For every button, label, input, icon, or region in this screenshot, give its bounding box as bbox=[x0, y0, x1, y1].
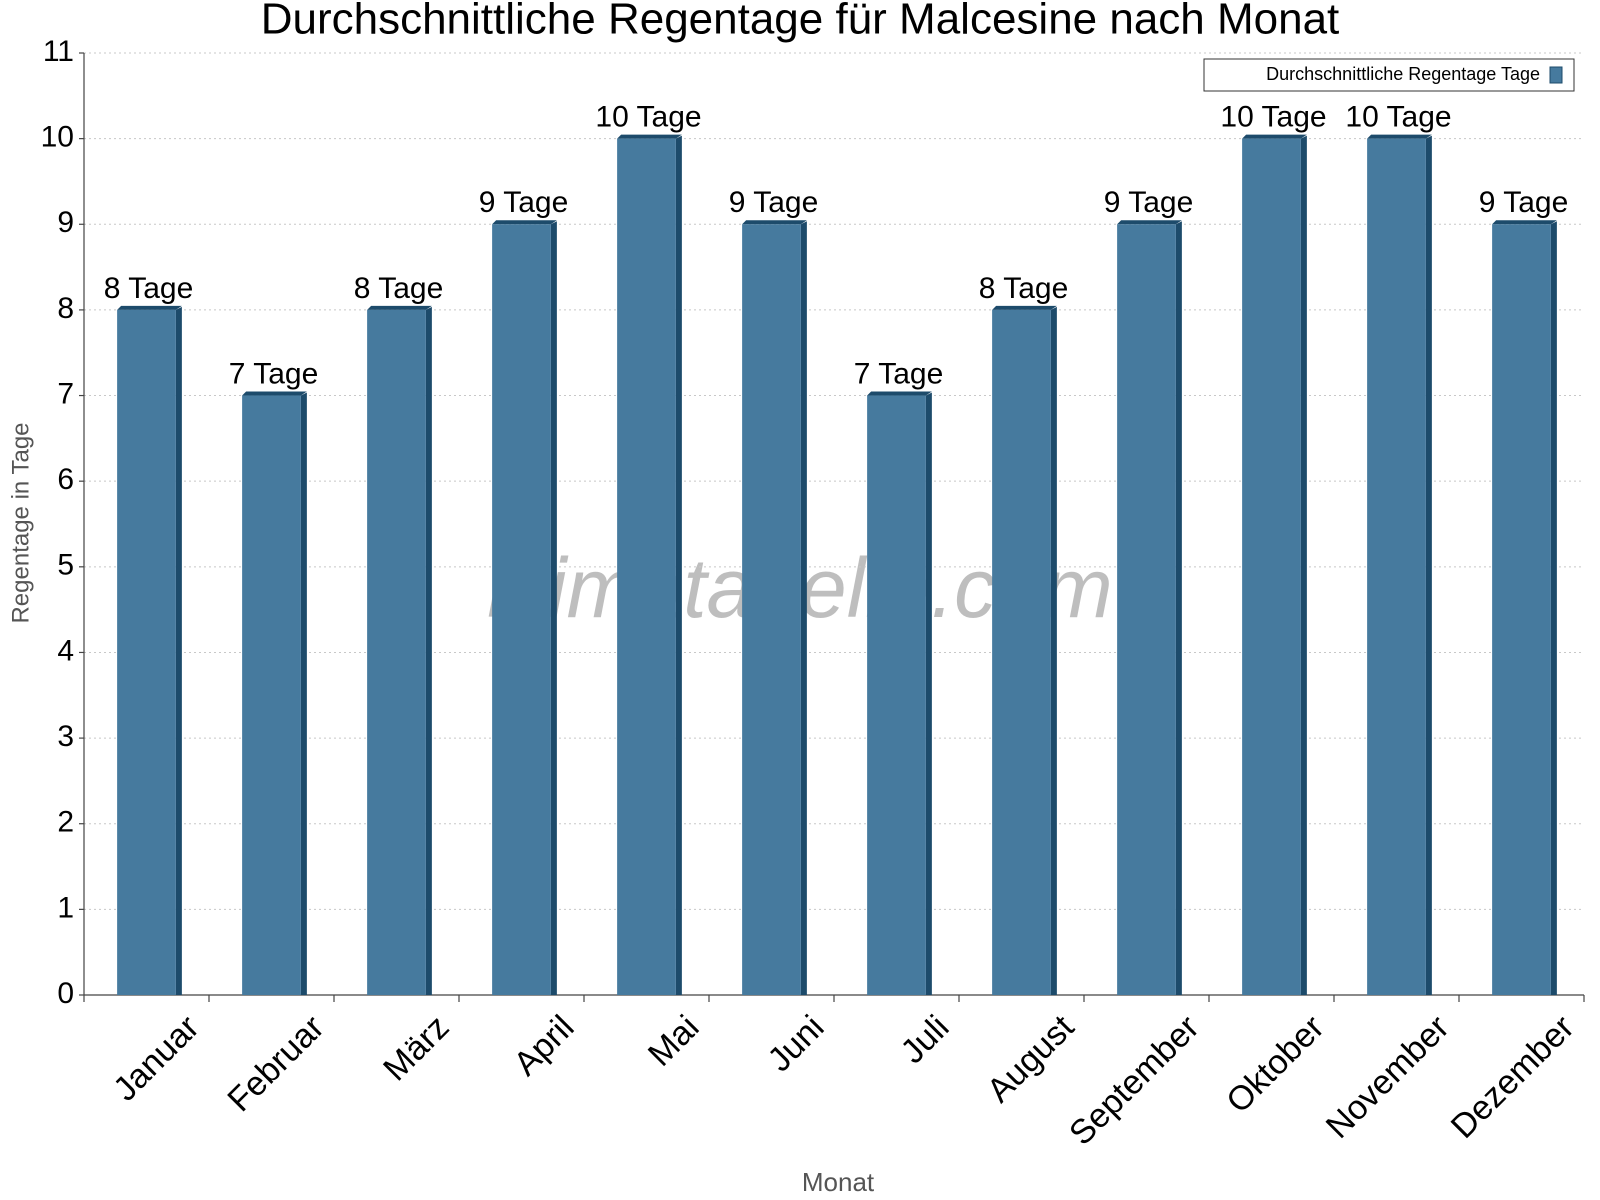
bar-top bbox=[992, 305, 1057, 310]
bar bbox=[617, 138, 676, 996]
bar-side bbox=[300, 392, 307, 996]
bar-top bbox=[742, 220, 807, 225]
value-label: 9 Tage bbox=[729, 186, 819, 219]
bar-top bbox=[867, 391, 932, 396]
bar-side bbox=[175, 306, 182, 996]
bar bbox=[1117, 224, 1176, 996]
bar-top bbox=[1492, 220, 1557, 225]
y-tick-label: 9 bbox=[57, 206, 74, 239]
y-axis-label: Regentage in Tage bbox=[7, 422, 34, 623]
legend-label: Durchschnittliche Regentage Tage bbox=[1266, 64, 1540, 84]
value-label: 8 Tage bbox=[354, 272, 444, 305]
bar-group bbox=[1367, 134, 1432, 996]
bar-group bbox=[617, 134, 682, 996]
value-label: 8 Tage bbox=[104, 272, 194, 305]
bar-top bbox=[492, 220, 557, 225]
x-tick-label: November bbox=[1319, 1008, 1457, 1146]
chart-title: Durchschnittliche Regentage für Malcesin… bbox=[261, 0, 1340, 44]
bar bbox=[117, 309, 176, 996]
x-tick-label: Mai bbox=[641, 1008, 707, 1074]
bar-side bbox=[675, 135, 682, 996]
bar-side bbox=[550, 221, 557, 996]
bar-top bbox=[242, 391, 307, 396]
bar-group bbox=[1492, 220, 1557, 996]
bar bbox=[367, 309, 426, 996]
x-tick-label: Oktober bbox=[1219, 1008, 1331, 1120]
x-tick-label: März bbox=[376, 1008, 456, 1088]
x-tick-label: August bbox=[980, 1008, 1082, 1110]
bar-group bbox=[867, 391, 932, 996]
bar bbox=[867, 395, 926, 996]
x-tick-label: Januar bbox=[106, 1008, 206, 1108]
bar bbox=[992, 309, 1051, 996]
value-label: 9 Tage bbox=[1479, 186, 1569, 219]
x-axis-label: Monat bbox=[802, 1167, 875, 1197]
bar-side bbox=[1300, 135, 1307, 996]
bar bbox=[1367, 138, 1426, 996]
bar bbox=[1492, 224, 1551, 996]
bar-top bbox=[1367, 134, 1432, 139]
bar-side bbox=[1550, 221, 1557, 996]
bar bbox=[1242, 138, 1301, 996]
y-tick-label: 5 bbox=[57, 549, 74, 582]
bar-group bbox=[1242, 134, 1307, 996]
bar-side bbox=[800, 221, 807, 996]
bar-side bbox=[425, 306, 432, 996]
bar-side bbox=[1175, 221, 1182, 996]
y-tick-label: 11 bbox=[43, 35, 74, 68]
y-tick-label: 6 bbox=[57, 463, 74, 496]
bar bbox=[492, 224, 551, 996]
x-tick-label: Dezember bbox=[1444, 1008, 1582, 1146]
bar-group bbox=[367, 305, 432, 996]
value-label: 7 Tage bbox=[229, 357, 319, 390]
bar-top bbox=[1242, 134, 1307, 139]
y-tick-label: 4 bbox=[57, 634, 74, 667]
x-tick-label: September bbox=[1062, 1008, 1206, 1152]
y-tick-label: 1 bbox=[57, 891, 74, 924]
bar-top bbox=[617, 134, 682, 139]
value-label: 8 Tage bbox=[979, 272, 1069, 305]
x-tick-label: Juni bbox=[761, 1008, 832, 1079]
bar-top bbox=[1117, 220, 1182, 225]
value-label: 7 Tage bbox=[854, 357, 944, 390]
legend-box bbox=[1203, 58, 1575, 92]
bar-top bbox=[367, 305, 432, 310]
bar-group bbox=[1117, 220, 1182, 996]
bar-group bbox=[492, 220, 557, 996]
bar bbox=[742, 224, 801, 996]
x-tick-label: April bbox=[507, 1008, 582, 1083]
value-label: 9 Tage bbox=[479, 186, 569, 219]
bar-side bbox=[1425, 135, 1432, 996]
value-label: 10 Tage bbox=[595, 101, 701, 134]
legend-swatch bbox=[1549, 66, 1563, 84]
value-label: 10 Tage bbox=[1220, 101, 1326, 134]
y-tick-label: 10 bbox=[41, 121, 74, 154]
y-tick-label: 3 bbox=[57, 720, 74, 753]
bar-group bbox=[242, 391, 307, 996]
value-label: 9 Tage bbox=[1104, 186, 1194, 219]
bar-side bbox=[1050, 306, 1057, 996]
value-label: 10 Tage bbox=[1345, 101, 1451, 134]
bar-group bbox=[742, 220, 807, 996]
y-tick-label: 8 bbox=[57, 292, 74, 325]
y-tick-label: 7 bbox=[57, 377, 74, 410]
bar-group bbox=[117, 305, 182, 996]
bar bbox=[242, 395, 301, 996]
y-tick-label: 2 bbox=[57, 806, 74, 839]
x-tick-label: Februar bbox=[220, 1008, 331, 1119]
y-tick-label: 0 bbox=[57, 977, 74, 1010]
bar-top bbox=[117, 305, 182, 310]
bar-group bbox=[992, 305, 1057, 996]
x-tick-label: Juli bbox=[894, 1008, 957, 1071]
bar-side bbox=[925, 392, 932, 996]
